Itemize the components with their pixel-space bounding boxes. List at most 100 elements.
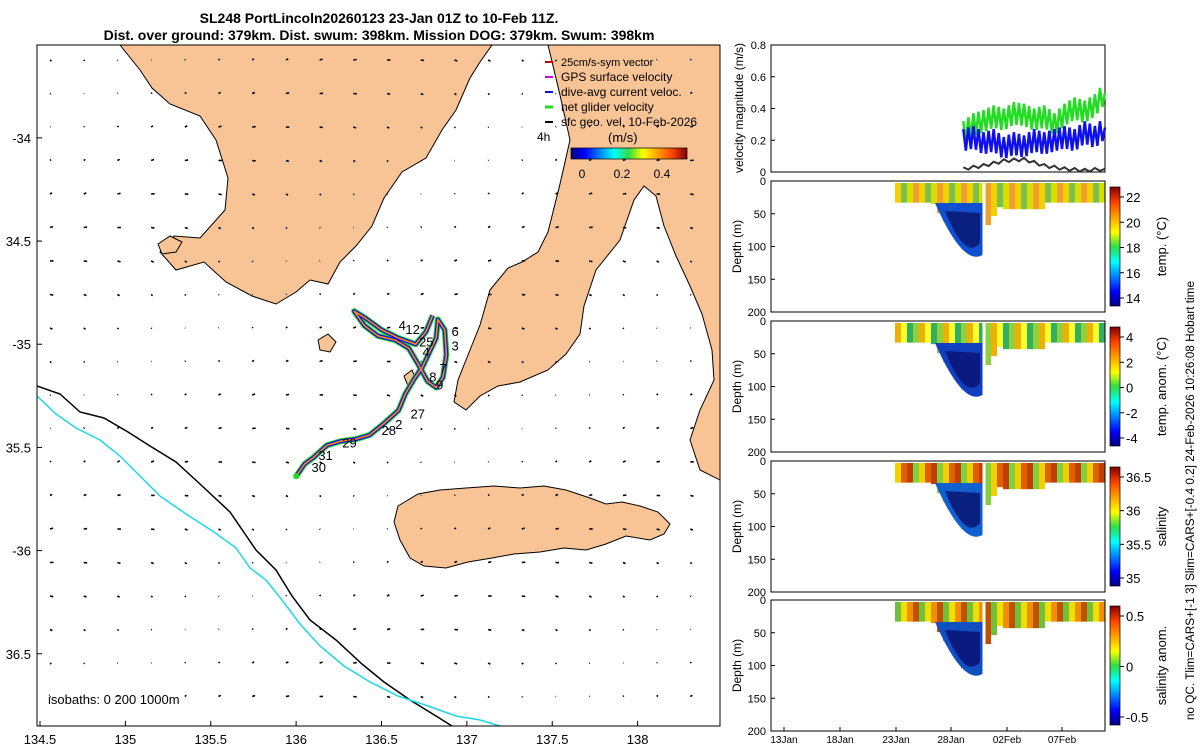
- legend-label-net: net glider velocity: [561, 100, 654, 114]
- sfc-geo-vector-292: [453, 527, 457, 530]
- sfc-geo-vector-280: [49, 527, 54, 530]
- sfc-geo-vector-129: [352, 259, 355, 262]
- map-colorbar-label: (m/s): [608, 130, 638, 145]
- sfc-geo-vector-38: [656, 91, 659, 95]
- section-x-tick-0: 13Jan: [770, 735, 797, 746]
- sfc-geo-vector-13: [487, 59, 491, 62]
- sfc-geo-vector-291: [420, 527, 423, 530]
- sfc-geo-vector-76: [588, 158, 592, 162]
- sfc-geo-vector-229: [353, 427, 357, 431]
- sfc-geo-vector-360: [49, 662, 52, 665]
- sfc-geo-vector-82: [117, 192, 121, 195]
- section-cell-0-8: [943, 183, 949, 223]
- section-cell-0-7: [937, 183, 943, 214]
- section-cell-0-5: [925, 183, 931, 203]
- sfc-geo-vector-260: [49, 493, 53, 497]
- section-cell-2-34: [1099, 463, 1105, 483]
- sfc-geo-vector-336: [588, 595, 592, 598]
- sfc-geo-vector-235: [554, 427, 557, 430]
- day-label-10: 2: [395, 417, 402, 432]
- sfc-geo-vector-61: [83, 158, 86, 162]
- section-cell-3-5: [925, 602, 931, 622]
- section-cell-2-29: [1069, 463, 1075, 483]
- sfc-geo-vector-160: [49, 327, 53, 330]
- section-cell-0-26: [1051, 183, 1057, 203]
- section-cell-1-5: [925, 323, 931, 343]
- sfc-geo-vector-27: [285, 92, 290, 95]
- map-y-tick-2: -35: [12, 337, 31, 352]
- sfc-geo-vector-31: [420, 92, 424, 96]
- section-cell-2-16: [991, 463, 997, 497]
- sfc-geo-vector-187: [285, 359, 289, 363]
- sfc-geo-vector-137: [622, 260, 626, 263]
- map-colorbar-tick-2: 0.4: [654, 167, 671, 181]
- sfc-geo-vector-161: [83, 327, 86, 330]
- section-y-tick-2-2: 100: [748, 522, 766, 534]
- sfc-geo-vector-39: [689, 91, 693, 95]
- sfc-geo-vector-107: [285, 226, 288, 230]
- section-cbar-tick-3-2: -0.5: [1126, 710, 1148, 725]
- sfc-geo-vector-15: [554, 59, 558, 62]
- sfc-geo-vector-323: [150, 595, 154, 598]
- sfc-geo-vector-328: [319, 594, 322, 597]
- section-core-inner-3: [945, 630, 980, 667]
- sfc-geo-vector-373: [487, 662, 491, 665]
- velocity-frame: [770, 44, 1106, 173]
- section-cell-3-29: [1069, 602, 1075, 622]
- sfc-geo-vector-299: [689, 528, 694, 531]
- section-cbar-label-2: salinity: [1154, 506, 1169, 546]
- sfc-geo-vector-268: [319, 494, 322, 498]
- sfc-geo-vector-366: [251, 661, 255, 664]
- section-cell-0-6: [931, 183, 937, 205]
- section-panel-0: 0 50 100 150 200 Depth (m) 22 20 18 16 14 temp. (°C…: [730, 176, 1169, 319]
- section-cell-0-20: [1015, 183, 1021, 210]
- land-eyre-peninsula: [119, 45, 493, 305]
- section-cell-2-33: [1093, 463, 1099, 483]
- sfc-geo-vector-96: [588, 192, 593, 195]
- sfc-geo-vector-287: [285, 528, 288, 531]
- section-cell-0-18: [1003, 183, 1009, 210]
- sfc-geo-vector-51: [420, 126, 423, 129]
- sfc-geo-vector-75: [555, 158, 558, 162]
- section-y-tick-3-2: 100: [748, 661, 766, 673]
- sfc-geo-vector-9: [353, 58, 357, 61]
- section-cell-2-1: [901, 463, 907, 483]
- sfc-geo-vector-111: [420, 226, 423, 229]
- sfc-geo-vector-131: [420, 259, 424, 262]
- sfc-geo-vector-77: [622, 158, 626, 162]
- section-cell-1-15: [985, 323, 991, 366]
- section-cbar-label-0: temp. (°C): [1154, 217, 1169, 276]
- section-cell-3-30: [1075, 602, 1081, 622]
- sfc-geo-vector-239: [690, 426, 694, 430]
- sfc-geo-vector-158: [656, 293, 659, 297]
- sfc-geo-vector-324: [184, 595, 187, 598]
- section-cell-1-7: [937, 323, 943, 354]
- sfc-geo-vector-163: [150, 327, 153, 330]
- section-cell-2-8: [943, 463, 949, 503]
- section-cbar-tick-1-4: -4: [1126, 431, 1138, 446]
- sfc-geo-vector-157: [622, 293, 626, 297]
- legend-4h-label: 4h: [537, 130, 550, 144]
- sfc-geo-vector-64: [184, 159, 189, 162]
- sfc-geo-vector-379: [689, 661, 692, 664]
- section-cbar-tick-1-1: 2: [1126, 355, 1133, 370]
- section-cell-3-22: [1027, 602, 1033, 629]
- sfc-geo-vector-193: [487, 360, 491, 364]
- isobath-200m: [37, 385, 453, 726]
- section-cell-2-26: [1051, 463, 1057, 483]
- legend-label-sfc-geo: sfc geo. vel. 10-Feb-2026: [561, 115, 697, 129]
- sfc-geo-vector-175: [555, 327, 558, 330]
- section-cell-3-2: [907, 602, 913, 622]
- section-x-tick-3: 28Jan: [937, 735, 964, 746]
- sfc-geo-vector-340: [49, 628, 53, 632]
- section-cell-3-17: [997, 602, 1003, 627]
- legend-label-gps: GPS surface velocity: [561, 70, 672, 84]
- section-colorbar-2: [1109, 466, 1121, 587]
- section-cbar-tick-0-1: 20: [1126, 215, 1140, 230]
- velocity-y-tick-1: 0.2: [751, 135, 766, 147]
- sfc-geo-vector-177: [622, 327, 625, 330]
- sfc-geo-vector-210: [386, 394, 391, 397]
- section-cell-2-18: [1003, 463, 1009, 490]
- sfc-geo-vector-343: [150, 628, 153, 631]
- sfc-geo-vector-398: [656, 694, 659, 698]
